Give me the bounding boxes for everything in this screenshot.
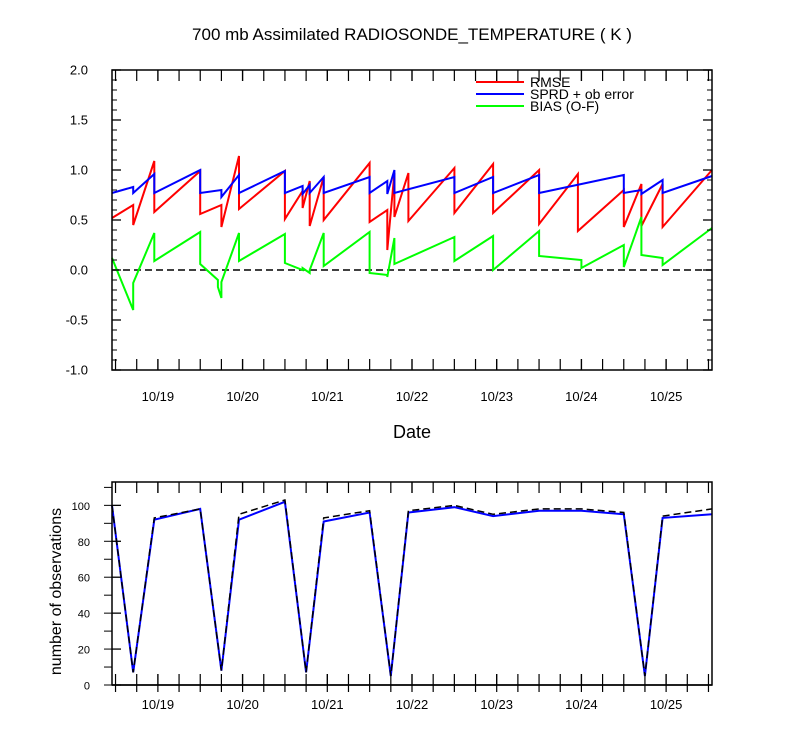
y-tick-label: -0.5 [66, 313, 88, 328]
y-tick-label: 0.0 [70, 263, 88, 278]
series-line-possible [111, 499, 713, 677]
y-tick-label: 0 [84, 681, 90, 693]
y-tick-label: 60 [78, 573, 90, 585]
series-line-bias-o-f [111, 216, 713, 311]
plot-frame [111, 69, 713, 371]
x-tick-label: 10/20 [226, 389, 259, 404]
x-tick-label: 10/24 [565, 697, 598, 712]
upper-panel [111, 69, 713, 371]
x-tick-label: 10/25 [650, 389, 683, 404]
legend-label: SPRD + ob error [530, 86, 634, 102]
x-axis-label: Date [393, 422, 431, 442]
x-tick-label: 10/21 [311, 697, 344, 712]
x-tick-label: 10/22 [396, 389, 429, 404]
y-tick-label: 20 [78, 645, 90, 657]
y-tick-label: -1.0 [66, 363, 88, 378]
x-tick-label: 10/19 [142, 389, 175, 404]
series-line-rmse [111, 155, 713, 251]
x-tick-label: 10/21 [311, 389, 344, 404]
x-tick-label: 10/23 [480, 697, 513, 712]
series-line-sprd-ob-error [111, 168, 713, 200]
y-tick-label: 80 [78, 537, 90, 549]
y-tick-label: 40 [78, 609, 90, 621]
y-tick-label: 100 [72, 501, 90, 513]
y-axis-label: number of observations [48, 508, 65, 675]
x-tick-label: 10/24 [565, 389, 598, 404]
x-tick-label: 10/22 [396, 697, 429, 712]
lower-panel [104, 481, 713, 692]
legend-label: BIAS (O-F) [530, 98, 599, 114]
legend-label: RMSE [530, 74, 570, 90]
x-tick-label: 10/20 [226, 697, 259, 712]
x-tick-label: 10/25 [650, 697, 683, 712]
y-tick-label: 2.0 [70, 63, 88, 78]
y-tick-label: 1.0 [70, 163, 88, 178]
x-tick-label: 10/19 [142, 697, 175, 712]
x-tick-label: 10/23 [480, 389, 513, 404]
y-tick-label: 0.5 [70, 213, 88, 228]
y-tick-label: 1.5 [70, 113, 88, 128]
chart-title: 700 mb Assimilated RADIOSONDE_TEMPERATUR… [192, 25, 632, 44]
